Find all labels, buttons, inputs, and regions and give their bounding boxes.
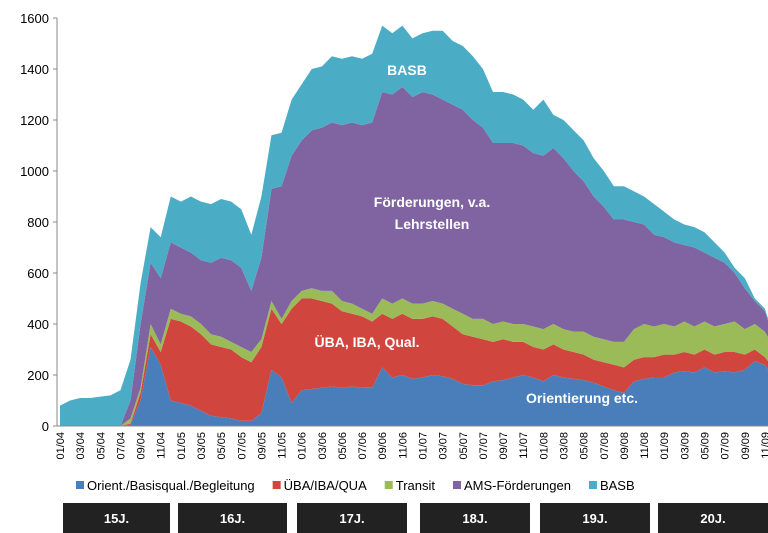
year-band	[63, 503, 170, 533]
annotation: Förderungen, v.a.	[374, 194, 490, 210]
year-label: 16J.	[220, 511, 245, 526]
year-label: 19J.	[582, 511, 607, 526]
x-tick-label: 05/04	[95, 432, 107, 460]
annotation: ÜBA, IBA, Qual.	[314, 334, 419, 350]
x-tick-label: 01/08	[538, 432, 550, 460]
y-tick-label: 1000	[20, 164, 49, 179]
legend-label: Transit	[396, 478, 436, 493]
x-tick-label: 01/07	[418, 432, 430, 460]
x-tick-label: 05/08	[579, 432, 591, 460]
x-tick-label: 07/06	[357, 432, 369, 460]
x-tick-label: 09/05	[256, 432, 268, 460]
y-tick-label: 1200	[20, 113, 49, 128]
x-tick-label: 07/09	[720, 432, 732, 460]
legend-label: AMS-Förderungen	[464, 478, 571, 493]
x-tick-label: 05/07	[458, 432, 470, 460]
annotation: BASB	[387, 62, 427, 78]
x-tick-label: 11/06	[397, 432, 409, 459]
x-tick-label: 01/09	[659, 432, 671, 460]
x-tick-label: 07/04	[115, 432, 127, 460]
plot-area	[60, 25, 768, 426]
x-tick-label: 01/06	[297, 432, 309, 460]
area	[60, 86, 768, 426]
year-label: 20J.	[700, 511, 725, 526]
x-tick-label: 11/08	[639, 432, 651, 459]
year-label: 17J.	[339, 511, 364, 526]
area	[60, 25, 768, 426]
x-tick-label: 03/06	[317, 432, 329, 460]
y-tick-label: 200	[27, 368, 49, 383]
x-tick-label: 07/05	[236, 432, 248, 460]
x-tick-label: 05/05	[216, 432, 228, 460]
legend-swatch	[76, 481, 84, 489]
x-tick-label: 09/08	[619, 432, 631, 460]
year-band	[540, 503, 650, 533]
year-band	[658, 503, 768, 533]
legend-label: BASB	[600, 478, 635, 493]
year-label: 18J.	[462, 511, 487, 526]
x-tick-label: 11/07	[518, 432, 530, 459]
legend-label: Orient./Basisqual./Begleitung	[87, 478, 255, 493]
year-band	[297, 503, 407, 533]
x-tick-label: 05/09	[699, 432, 711, 460]
x-tick-label: 07/08	[599, 432, 611, 460]
y-tick-label: 800	[27, 215, 49, 230]
x-tick-label: 01/04	[55, 432, 67, 460]
y-tick-label: 1400	[20, 62, 49, 77]
x-tick-label: 01/05	[176, 432, 188, 460]
y-tick-label: 1600	[20, 11, 49, 26]
legend-swatch	[272, 481, 281, 489]
legend-label: ÜBA/IBA/QUA	[284, 478, 367, 493]
year-band	[178, 503, 287, 533]
x-tick-label: 03/08	[559, 432, 571, 460]
x-tick-label: 05/06	[337, 432, 349, 460]
legend-swatch	[452, 481, 461, 489]
x-tick-label: 11/04	[156, 432, 168, 459]
x-tick-label: 09/06	[377, 432, 389, 460]
x-tick-label: 09/09	[740, 432, 752, 460]
x-tick-label: 03/04	[75, 432, 87, 460]
legend-swatch	[588, 481, 597, 489]
x-tick-label: 09/07	[498, 432, 510, 460]
year-label: 15J.	[104, 511, 129, 526]
x-tick-label: 09/04	[136, 432, 148, 460]
area	[60, 346, 768, 426]
x-tick-label: 03/07	[438, 432, 450, 460]
area	[60, 288, 768, 426]
x-tick-label: 11/05	[277, 432, 289, 459]
x-tick-label: 07/07	[478, 432, 490, 460]
y-tick-label: 400	[27, 317, 49, 332]
x-tick-label: 11/09	[760, 432, 768, 459]
area	[60, 298, 768, 426]
y-tick-label: 600	[27, 266, 49, 281]
annotation: Orientierung etc.	[526, 390, 638, 406]
x-tick-label: 03/05	[196, 432, 208, 460]
x-tick-label: 03/09	[679, 432, 691, 460]
annotation: Lehrstellen	[395, 216, 470, 232]
legend-swatch	[384, 481, 393, 489]
year-band	[420, 503, 530, 533]
y-tick-label: 0	[42, 419, 49, 434]
